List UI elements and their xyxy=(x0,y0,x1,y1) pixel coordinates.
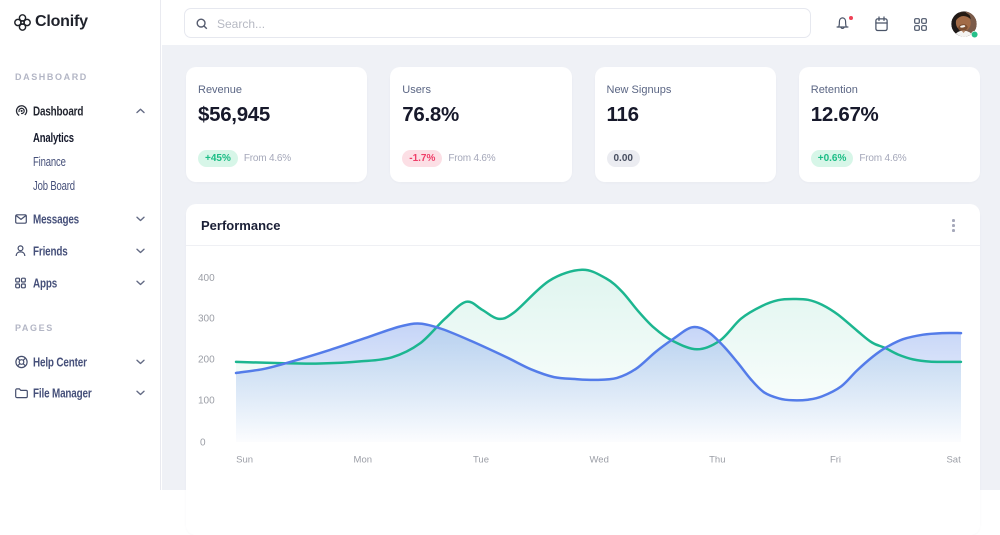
svg-text:Wed: Wed xyxy=(590,455,609,466)
svg-text:400: 400 xyxy=(198,273,215,284)
svg-text:Thu: Thu xyxy=(709,455,725,466)
svg-text:Fri: Fri xyxy=(830,455,841,466)
svg-text:Tue: Tue xyxy=(473,455,489,466)
svg-text:100: 100 xyxy=(198,396,215,407)
svg-text:300: 300 xyxy=(198,314,215,325)
svg-text:Sat: Sat xyxy=(946,455,961,466)
svg-text:Sun: Sun xyxy=(236,455,253,466)
svg-text:Mon: Mon xyxy=(354,455,372,466)
svg-text:200: 200 xyxy=(198,355,215,366)
svg-text:0: 0 xyxy=(200,438,206,449)
